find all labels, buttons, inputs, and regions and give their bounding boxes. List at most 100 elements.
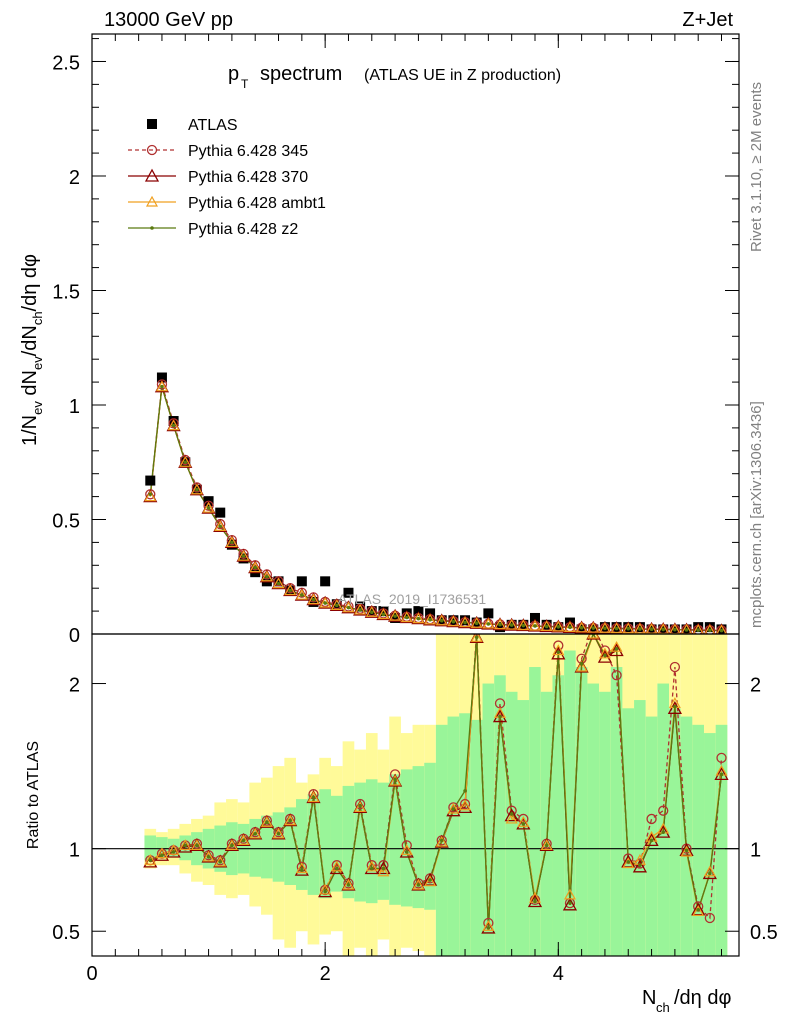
point-4 xyxy=(568,625,572,630)
ratio-point-3 xyxy=(544,843,549,848)
ratio-point-2 xyxy=(587,634,600,639)
axes: 0 0.5 1 1.5 2 2.5 0.5 0.5 1 1 2 2 0 2 4 xyxy=(52,34,778,985)
point-0 xyxy=(296,576,307,587)
ratio-point-3 xyxy=(416,883,421,887)
point-3 xyxy=(704,624,716,634)
point-3 xyxy=(610,622,623,634)
ratio-point-3 xyxy=(486,926,491,930)
point-4 xyxy=(358,608,362,612)
point-3 xyxy=(552,620,565,632)
ratio-point-3 xyxy=(521,822,526,826)
ratio-point-0 xyxy=(716,752,727,763)
ratio-point-2 xyxy=(610,640,623,652)
point-3 xyxy=(482,617,495,629)
point-4 xyxy=(463,620,467,625)
ratio-point-2 xyxy=(167,844,180,855)
ratio-point-0 xyxy=(401,840,412,851)
ytick-label: 0 xyxy=(69,625,80,647)
ratio-point-3 xyxy=(369,866,374,871)
title-rest: spectrum xyxy=(260,63,342,85)
ratio-point-2 xyxy=(459,799,472,811)
point-4 xyxy=(171,423,176,428)
point-4 xyxy=(369,610,374,615)
ratio-point-1 xyxy=(714,767,729,781)
ratio-ytick-label-right: 2 xyxy=(750,675,761,697)
band-green xyxy=(296,799,308,890)
point-3 xyxy=(563,621,576,632)
ratio-point-1 xyxy=(376,861,391,875)
point-3 xyxy=(389,609,402,621)
point-3 xyxy=(272,577,285,589)
top-panel-marks xyxy=(143,372,728,634)
ytick-label: 1 xyxy=(69,396,80,418)
ratio-point-1 xyxy=(597,649,613,663)
point-3 xyxy=(400,611,413,623)
point-4 xyxy=(719,628,724,633)
band-green xyxy=(680,716,693,956)
legend: ATLAS Pythia 6.428 345 Pythia 6.428 370 Pyt… xyxy=(128,117,326,238)
point-3 xyxy=(319,596,332,608)
band-green xyxy=(400,769,413,907)
band-green xyxy=(249,818,262,877)
ratio-point-2 xyxy=(517,816,530,827)
ratio-point-0 xyxy=(646,813,657,825)
ratio-point-3 xyxy=(393,777,397,782)
ratio-point-2 xyxy=(202,850,215,862)
legend-marker xyxy=(145,195,159,207)
ratio-panel-marks xyxy=(92,634,739,934)
band-green xyxy=(272,812,285,882)
ratio-point-2 xyxy=(307,791,320,803)
ratio-point-2 xyxy=(354,801,367,812)
band-green xyxy=(424,762,436,910)
point-0 xyxy=(529,612,540,623)
ratio-point-3 xyxy=(638,863,642,867)
watermark: ATLAS_2019_I1736531 xyxy=(338,591,487,607)
band-green xyxy=(319,789,331,899)
legend-label: Pythia 6.428 370 xyxy=(188,169,308,186)
ratio-point-0 xyxy=(553,640,564,651)
ratio-point-3 xyxy=(288,818,292,823)
ratio-point-2 xyxy=(622,857,635,869)
point-4 xyxy=(416,616,421,621)
point-3 xyxy=(144,490,157,502)
point-0 xyxy=(460,615,471,626)
point-4 xyxy=(696,628,700,632)
point-0 xyxy=(273,576,284,587)
mcplots-label: mcplots.cern.ch [arXiv:1306.3436] xyxy=(748,401,765,628)
ratio-point-3 xyxy=(160,853,164,858)
ratio-ytick-label-right: 0.5 xyxy=(750,922,778,944)
ratio-point-3 xyxy=(684,848,689,853)
ratio-point-1 xyxy=(656,824,671,838)
legend-label: Pythia 6.428 345 xyxy=(188,143,308,160)
point-0 xyxy=(693,622,704,633)
point-3 xyxy=(307,593,320,605)
ratio-ytick-label-right: 1 xyxy=(750,840,761,862)
point-4 xyxy=(276,581,281,586)
band-green xyxy=(645,716,658,956)
ratio-point-1 xyxy=(621,854,636,868)
ratio-point-3 xyxy=(404,850,409,854)
ratio-point-2 xyxy=(482,920,495,931)
band-green xyxy=(529,667,541,956)
legend-marker xyxy=(144,168,160,182)
ratio-point-3 xyxy=(300,868,304,872)
ratio-point-3 xyxy=(556,650,561,654)
ratio-panel-frame xyxy=(91,633,740,957)
ratio-point-2 xyxy=(470,634,483,642)
point-4 xyxy=(614,626,619,631)
point-4 xyxy=(346,605,351,610)
band-green xyxy=(692,724,705,956)
ratio-point-3 xyxy=(206,855,211,859)
point-0 xyxy=(320,576,331,587)
point-3 xyxy=(249,561,262,573)
ratio-point-3 xyxy=(509,812,514,816)
subtitle: (ATLAS UE in Z production) xyxy=(364,67,561,84)
band-green xyxy=(575,667,588,956)
xlabel-rest: /dη dφ xyxy=(674,987,731,1009)
band-green xyxy=(505,691,518,956)
ratio-point-3 xyxy=(276,832,281,836)
rivet-label: Rivet 3.1.10, ≥ 2M events xyxy=(748,82,765,252)
point-4 xyxy=(451,619,456,624)
point-4 xyxy=(579,626,584,630)
